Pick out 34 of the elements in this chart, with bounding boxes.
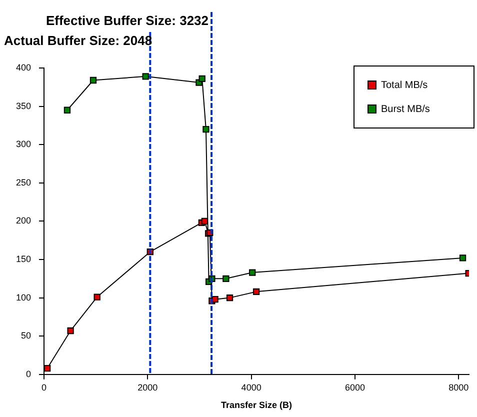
y-tick-label: 300 bbox=[16, 139, 32, 150]
point bbox=[212, 296, 218, 303]
y-tick-label: 0 bbox=[26, 368, 32, 379]
x-tick-label: 8000 bbox=[448, 382, 469, 392]
point bbox=[252, 288, 260, 295]
x-tick-label: 6000 bbox=[344, 382, 365, 392]
ref-line-label: Effective Buffer Size: 3232 bbox=[46, 13, 209, 28]
x-tick-label: 0 bbox=[42, 382, 47, 392]
point bbox=[67, 327, 74, 334]
point bbox=[249, 269, 256, 276]
legend-label: Total MB/s bbox=[381, 80, 428, 91]
point bbox=[222, 275, 230, 282]
x-tick-label: 2000 bbox=[138, 382, 158, 392]
point bbox=[142, 73, 149, 80]
legend-label: Burst MB/s bbox=[381, 104, 430, 115]
point bbox=[459, 254, 466, 262]
point bbox=[44, 364, 51, 372]
point bbox=[94, 294, 100, 300]
y-tick-label: 50 bbox=[21, 330, 32, 341]
y-tick-label: 150 bbox=[16, 254, 32, 264]
y-tick-label: 350 bbox=[16, 100, 32, 111]
x-axis-title: Transfer Size (B) bbox=[220, 400, 292, 410]
point bbox=[202, 126, 210, 133]
x-tick-label: 4000 bbox=[241, 382, 262, 392]
point bbox=[201, 218, 208, 225]
point bbox=[90, 76, 97, 84]
point bbox=[198, 75, 206, 82]
y-tick-label: 400 bbox=[16, 62, 32, 72]
point bbox=[64, 106, 71, 114]
y-tick-label: 100 bbox=[16, 292, 32, 302]
y-tick-label: 200 bbox=[16, 216, 32, 226]
y-tick-label: 250 bbox=[16, 177, 32, 188]
point bbox=[226, 294, 234, 302]
ref-line-label: Actual Buffer Size: 2048 bbox=[4, 33, 152, 48]
